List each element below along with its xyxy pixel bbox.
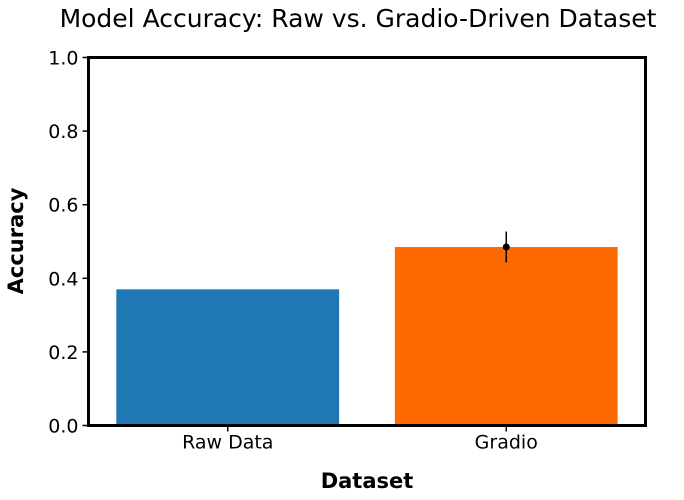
y-tick-label: 0.4: [48, 268, 78, 290]
y-tick-label: 0.2: [48, 342, 78, 364]
y-axis-label: Accuracy: [4, 187, 28, 294]
y-tick-label: 1.0: [48, 48, 78, 70]
x-tick-label: Raw Data: [182, 432, 273, 454]
bar-gradio: [394, 247, 618, 426]
x-axis-label: Dataset: [321, 469, 414, 493]
y-tick-label: 0.6: [48, 195, 78, 217]
y-tick-label: 0.8: [48, 121, 78, 143]
plot-frame: [87, 56, 647, 427]
y-tick-label: 0.0: [48, 416, 78, 438]
y-axis: 0.0 0.2 0.4 0.6 0.8 1.0: [48, 48, 89, 438]
error-bars-group: [502, 231, 510, 263]
chart-title: Model Accuracy: Raw vs. Gradio-Driven Da…: [60, 4, 657, 33]
bars-group: [116, 247, 618, 426]
x-axis: Raw Data Gradio: [182, 425, 538, 454]
bar-raw-data: [116, 289, 340, 426]
mean-point-gradio: [502, 243, 510, 251]
x-tick-label: Gradio: [475, 432, 538, 454]
